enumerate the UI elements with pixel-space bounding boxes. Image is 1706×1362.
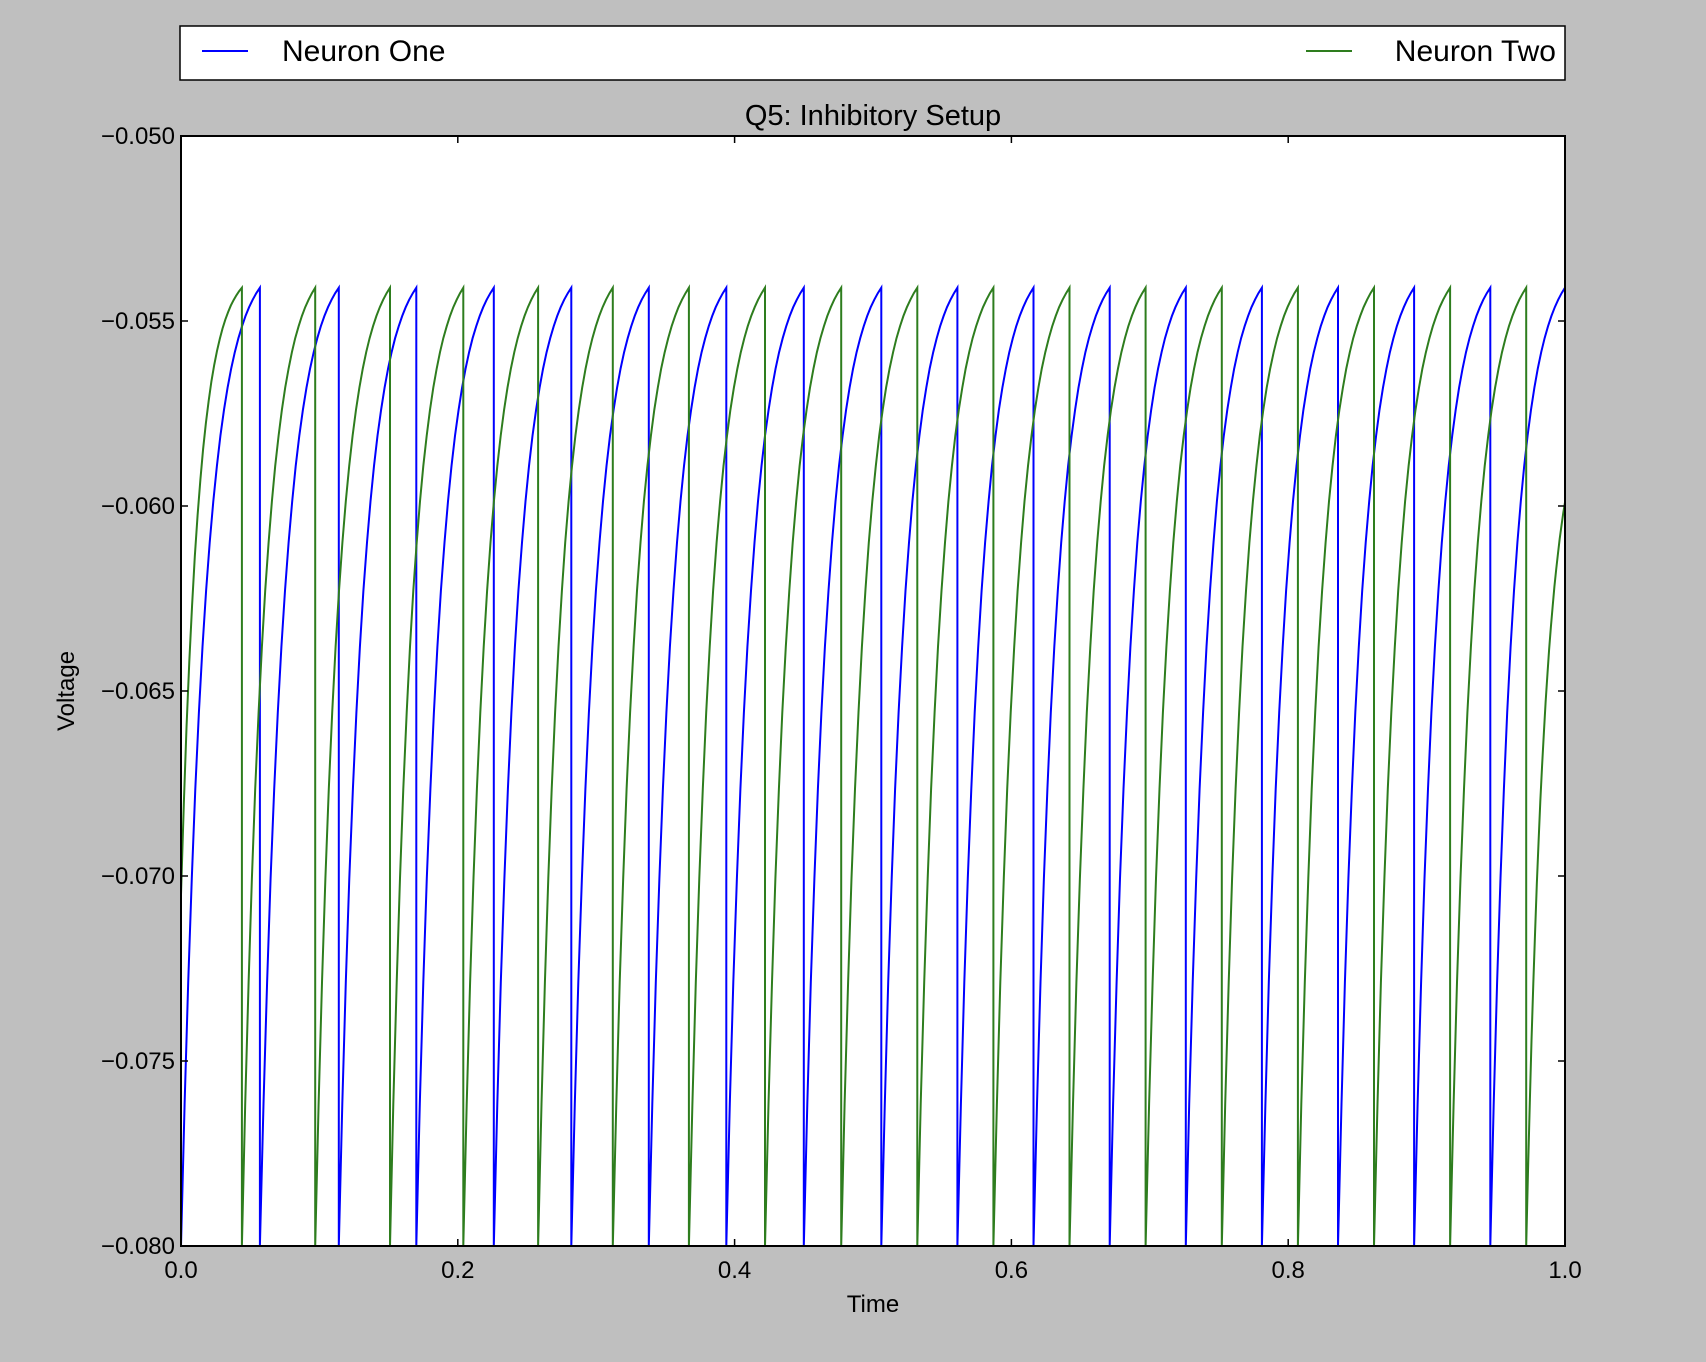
y-tick-label: −0.080 [101,1233,175,1260]
y-axis-label: Voltage [53,651,80,731]
y-tick-label: −0.070 [101,863,175,890]
plot-area [181,136,1565,1246]
x-tick-label: 0.8 [1272,1257,1305,1284]
x-axis-label: Time [847,1291,899,1318]
x-tick-label: 1.0 [1548,1257,1581,1284]
legend-label-neuron-one: Neuron One [282,35,445,68]
y-tick-label: −0.060 [101,493,175,520]
y-tick-label: −0.075 [101,1048,175,1075]
x-tick-label: 0.0 [164,1257,197,1284]
series-line-neuron-two [180,284,1566,1247]
plot-frame [180,135,1566,1247]
y-tick-label: −0.065 [101,678,175,705]
x-tick-label: 0.4 [718,1257,751,1284]
ticks-layer: 0.0 0.2 0.4 0.6 0.8 1.0 −0.050 −0.055 −0.060 −0.0… [101,123,1582,1284]
x-tick-label: 0.2 [441,1257,474,1284]
chart-title: Q5: Inhibitory Setup [745,100,1001,132]
y-tick-label: −0.050 [101,123,175,150]
series-layer [180,284,1566,1247]
series-line-neuron-one [180,284,1566,1247]
legend-label-neuron-two: Neuron Two [1395,35,1556,68]
y-tick-label: −0.055 [101,308,175,335]
x-tick-label: 0.6 [995,1257,1028,1284]
legend-box [179,25,1566,81]
